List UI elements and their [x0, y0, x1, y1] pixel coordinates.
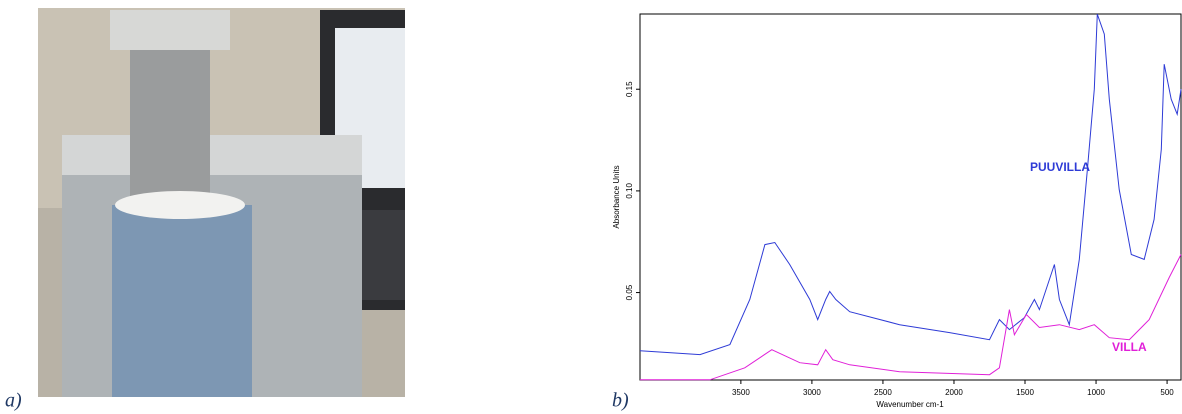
- press-arm: [130, 40, 210, 200]
- press-head: [110, 10, 230, 50]
- sample-holder: [112, 205, 252, 397]
- spectrum-line: [640, 254, 1182, 381]
- photo: [38, 8, 405, 397]
- plot-frame: [639, 13, 1182, 381]
- x-tick-label: 500: [1160, 388, 1174, 397]
- x-tick-label: 2500: [874, 388, 892, 397]
- series-label: VILLA: [1112, 340, 1147, 354]
- x-tick-label: 1500: [1016, 388, 1034, 397]
- x-tick-label: 3500: [732, 388, 750, 397]
- x-tick-label: 3000: [803, 388, 821, 397]
- series-label: PUUVILLA: [1030, 160, 1090, 174]
- y-tick-label: 0.15: [625, 81, 634, 97]
- y-tick-label: 0.05: [625, 284, 634, 300]
- sample: [115, 191, 245, 219]
- panel-label: b): [612, 390, 629, 412]
- spectrum-line: [639, 14, 1182, 356]
- y-axis-label: Absorbance Units: [612, 165, 621, 228]
- y-tick-label: 0.10: [625, 183, 634, 199]
- x-tick-label: 2000: [945, 388, 963, 397]
- instrument-top: [62, 135, 362, 175]
- x-axis-label: Wavenumber cm-1: [876, 400, 944, 409]
- panel-label: a): [5, 390, 22, 412]
- x-tick-label: 1000: [1087, 388, 1105, 397]
